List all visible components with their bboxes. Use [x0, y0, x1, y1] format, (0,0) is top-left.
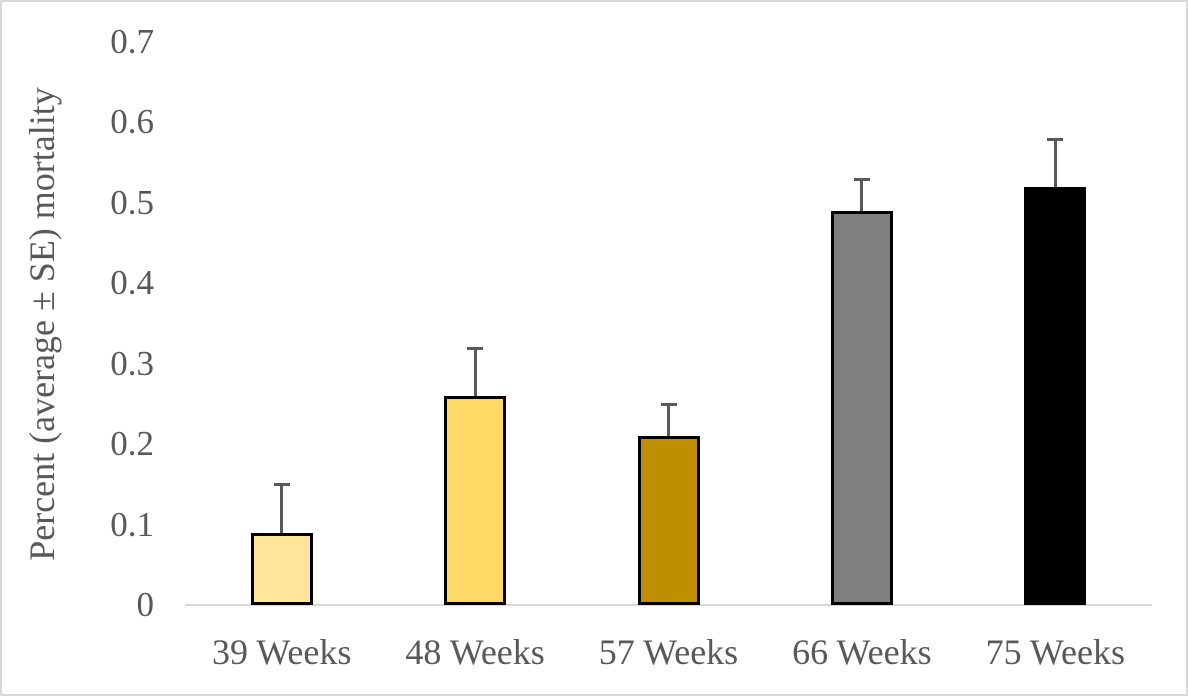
y-tick-label: 0.2 — [110, 424, 154, 464]
x-axis-line — [185, 604, 1152, 606]
error-bar-cap — [660, 402, 677, 406]
y-tick-label: 0.6 — [110, 102, 154, 142]
error-bar-line — [667, 403, 670, 437]
y-axis-title: Percent (average ± SE) mortality — [22, 87, 62, 561]
bar-39-weeks — [250, 532, 313, 605]
bar-75-weeks — [1024, 186, 1087, 605]
error-bar-cap — [1047, 137, 1064, 141]
x-tick-label: 39 Weeks — [211, 632, 352, 672]
y-tick-label: 0.3 — [110, 343, 154, 383]
error-bar-line — [1053, 138, 1057, 187]
y-tick-label: 0.7 — [110, 22, 154, 61]
y-tick-label: 0 — [136, 585, 155, 624]
bar-57-weeks — [637, 436, 700, 605]
error-bar-line — [473, 347, 477, 396]
y-tick-label: 0.5 — [110, 182, 154, 222]
error-bar-line — [280, 484, 284, 533]
bar-48-weeks — [444, 395, 507, 605]
x-tick-label: 75 Weeks — [985, 632, 1125, 672]
error-bar-cap — [467, 346, 484, 350]
error-bar-cap — [853, 177, 870, 181]
bar-66-weeks — [830, 210, 893, 605]
error-bar-cap — [273, 483, 290, 487]
y-tick-label: 0.1 — [110, 504, 154, 544]
x-tick-label: 57 Weeks — [598, 632, 739, 672]
error-bar-line — [860, 178, 864, 211]
x-tick-label: 66 Weeks — [792, 632, 932, 672]
y-tick-label: 0.4 — [110, 263, 154, 303]
x-tick-label: 48 Weeks — [405, 632, 545, 672]
